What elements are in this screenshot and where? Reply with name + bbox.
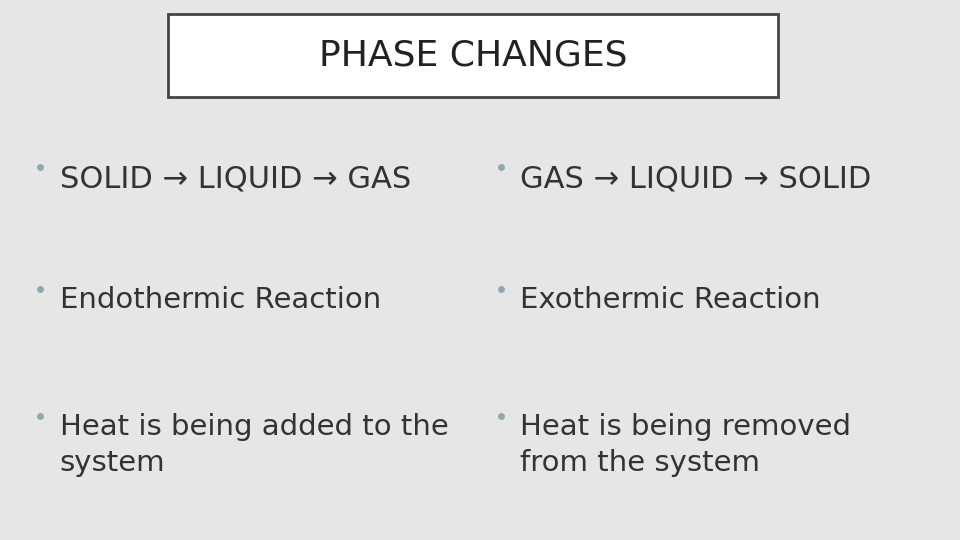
Text: PHASE CHANGES: PHASE CHANGES [319, 38, 627, 72]
Text: Heat is being removed
from the system: Heat is being removed from the system [520, 413, 852, 477]
Text: SOLID → LIQUID → GAS: SOLID → LIQUID → GAS [60, 165, 411, 194]
Text: GAS → LIQUID → SOLID: GAS → LIQUID → SOLID [520, 165, 872, 194]
Text: Exothermic Reaction: Exothermic Reaction [520, 286, 821, 314]
Text: Heat is being added to the
system: Heat is being added to the system [60, 413, 448, 477]
FancyBboxPatch shape [168, 14, 778, 97]
Text: Endothermic Reaction: Endothermic Reaction [60, 286, 381, 314]
